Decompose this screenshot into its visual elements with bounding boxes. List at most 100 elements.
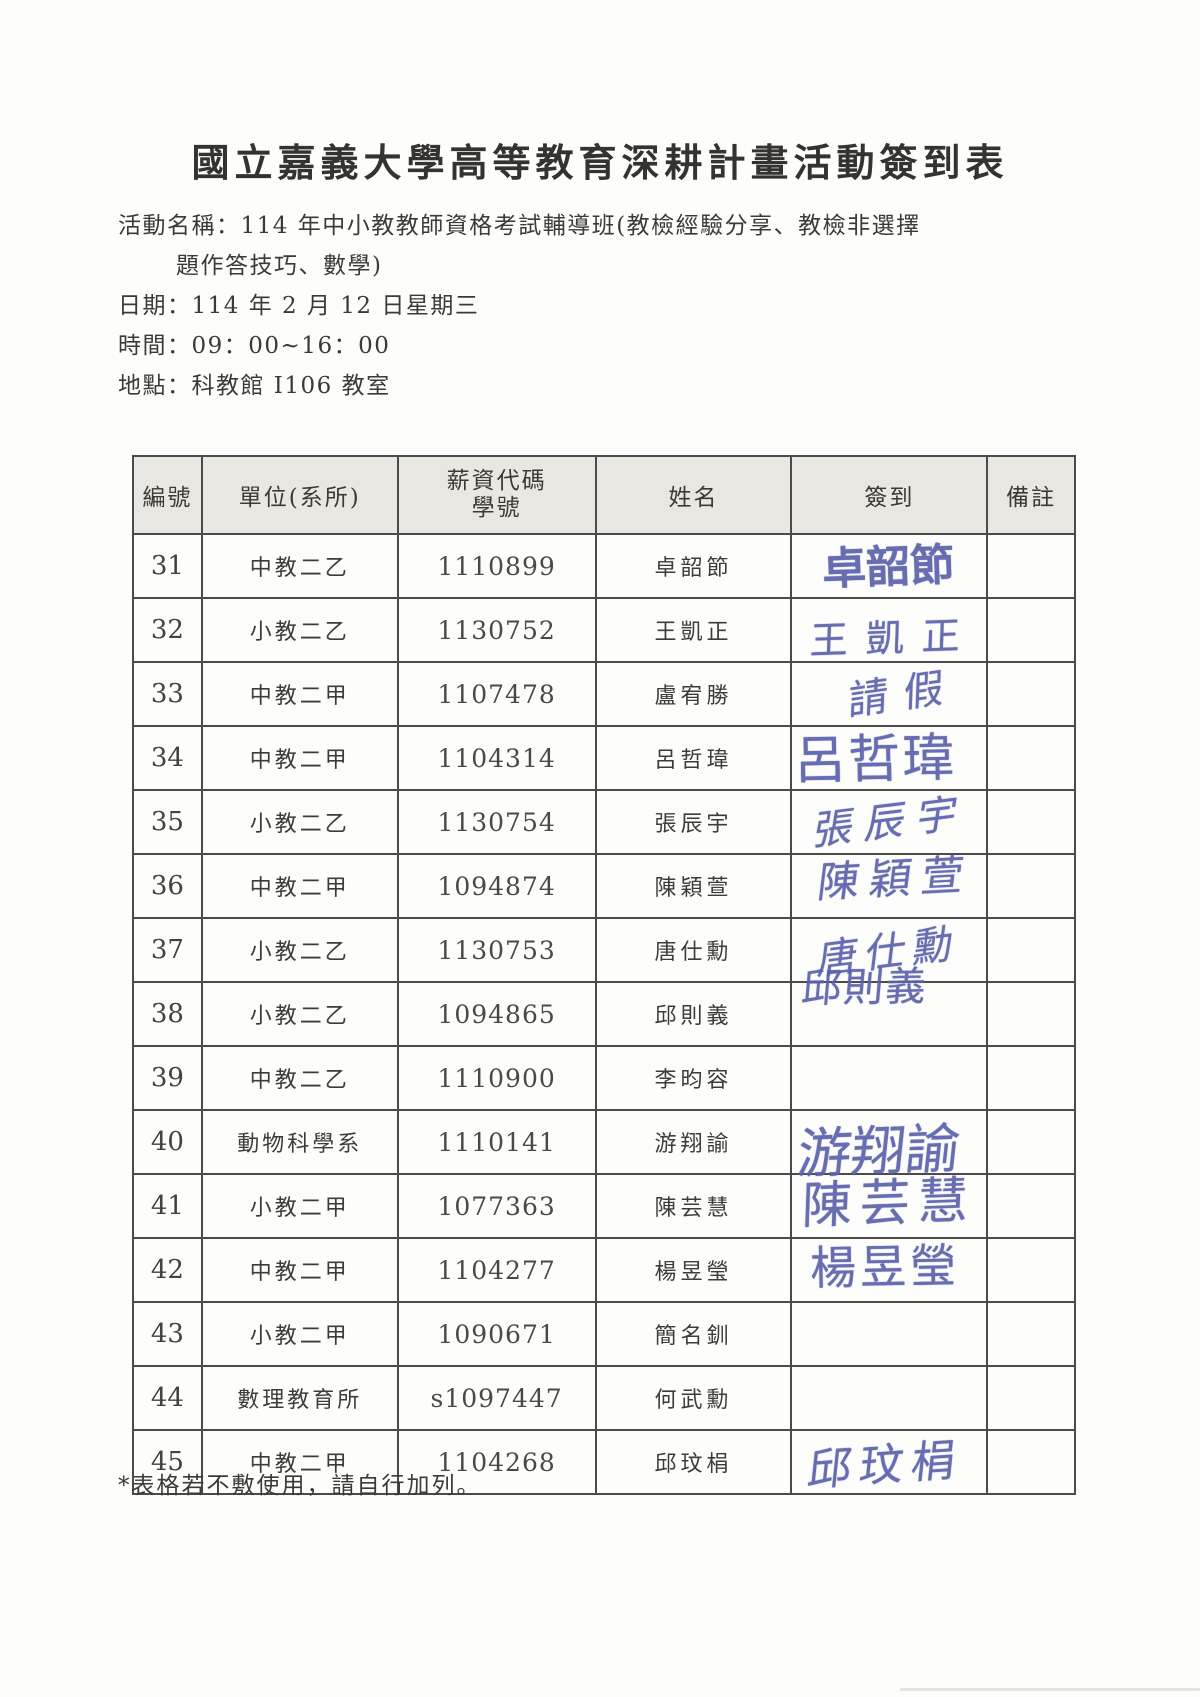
name-cell: 陳芸慧 bbox=[594, 1173, 793, 1239]
signature-cell bbox=[790, 1301, 989, 1367]
code-value: 1110900 bbox=[437, 1063, 556, 1093]
note-cell bbox=[986, 597, 1076, 663]
row-number: 43 bbox=[150, 1319, 184, 1349]
code-cell: 1130754 bbox=[396, 789, 597, 855]
unit-label: 小教二甲 bbox=[249, 1196, 350, 1221]
col-header-code-label-line1: 薪資代碼 bbox=[446, 468, 547, 494]
unit-label: 中教二甲 bbox=[249, 876, 350, 901]
row-number-cell: 45 bbox=[132, 1429, 203, 1495]
scan-artifact bbox=[900, 1688, 1200, 1691]
code-cell: 1077363 bbox=[396, 1173, 597, 1239]
signature-handwriting: 唐仕勳 bbox=[815, 919, 965, 985]
row-number-cell: 35 bbox=[132, 789, 203, 855]
note-cell bbox=[986, 1301, 1076, 1367]
name-cell: 卓韶節 bbox=[594, 533, 793, 599]
note-cell bbox=[986, 1237, 1076, 1303]
note-cell bbox=[986, 1365, 1076, 1431]
row-number: 33 bbox=[150, 679, 184, 709]
code-value: s1097447 bbox=[430, 1383, 563, 1413]
row-number-cell: 34 bbox=[132, 725, 203, 791]
footnote: *表格若不敷使用，請自行加列。 bbox=[118, 1473, 482, 1499]
name-cell: 陳穎萱 bbox=[594, 853, 793, 919]
name-cell: 邱玟梋 bbox=[594, 1429, 793, 1495]
name-label: 游翔諭 bbox=[654, 1132, 733, 1157]
code-value: 1130754 bbox=[437, 807, 556, 837]
signature-cell bbox=[790, 1365, 989, 1431]
name-label: 陳芸慧 bbox=[654, 1196, 733, 1221]
name-label: 李昀容 bbox=[654, 1068, 733, 1093]
row-number: 34 bbox=[150, 743, 184, 773]
unit-cell: 小教二甲 bbox=[200, 1301, 399, 1367]
unit-label: 小教二乙 bbox=[249, 620, 350, 645]
col-header-code-label-line2: 學號 bbox=[471, 495, 522, 521]
unit-cell: 中教二甲 bbox=[200, 661, 399, 727]
code-value: 1110141 bbox=[437, 1127, 556, 1157]
note-cell bbox=[986, 853, 1076, 919]
row-number: 41 bbox=[150, 1191, 184, 1221]
row-number-cell: 41 bbox=[132, 1173, 203, 1239]
code-cell: 1104268 bbox=[396, 1429, 597, 1495]
name-label: 呂哲瑋 bbox=[654, 748, 733, 773]
unit-label: 小教二乙 bbox=[249, 812, 350, 837]
row-number: 36 bbox=[150, 871, 184, 901]
code-cell: 1090671 bbox=[396, 1301, 597, 1367]
event-info: 活動名稱：114 年中小教教師資格考試輔導班(教檢經驗分享、教檢非選擇 題作答技… bbox=[118, 206, 998, 406]
event-time: 時間：09：00~16：00 bbox=[118, 333, 391, 359]
note-cell bbox=[986, 1173, 1076, 1239]
signature-handwriting: 王凱正 bbox=[809, 613, 980, 663]
table-row: 34 中教二甲 1104314 呂哲瑋 呂哲瑋 bbox=[132, 725, 1076, 791]
row-number-cell: 36 bbox=[132, 853, 203, 919]
unit-label: 中教二甲 bbox=[249, 684, 350, 709]
unit-label: 中教二甲 bbox=[249, 1452, 350, 1477]
table-row: 45 中教二甲 1104268 邱玟梋 邱玟梋 bbox=[132, 1429, 1076, 1497]
col-header-code: 薪資代碼 學號 bbox=[396, 455, 597, 535]
page-title: 國立嘉義大學高等教育深耕計畫活動簽到表 bbox=[191, 140, 1009, 185]
unit-cell: 小教二乙 bbox=[200, 981, 399, 1047]
code-cell: 1110899 bbox=[396, 533, 597, 599]
row-number: 38 bbox=[150, 999, 184, 1029]
table-row: 40 動物科學系 1110141 游翔諭 游翔諭 bbox=[132, 1109, 1076, 1186]
note-cell bbox=[986, 725, 1076, 791]
signature-handwriting: 呂哲瑋 bbox=[794, 728, 958, 792]
row-number-cell: 38 bbox=[132, 981, 203, 1047]
row-number: 37 bbox=[150, 935, 184, 965]
unit-label: 中教二乙 bbox=[249, 556, 350, 581]
unit-label: 小教二乙 bbox=[249, 940, 350, 965]
unit-cell: 動物科學系 bbox=[200, 1109, 399, 1175]
col-header-unit-label: 單位(系所) bbox=[238, 485, 361, 511]
unit-label: 小教二乙 bbox=[249, 1004, 350, 1029]
table-row: 43 小教二甲 1090671 簡名釧 bbox=[132, 1301, 1076, 1367]
unit-cell: 小教二甲 bbox=[200, 1173, 399, 1239]
signature-handwriting: 楊昱瑩 bbox=[810, 1238, 961, 1296]
row-number-cell: 42 bbox=[132, 1237, 203, 1303]
name-label: 何武勳 bbox=[654, 1388, 733, 1413]
row-number-cell: 33 bbox=[132, 661, 203, 727]
unit-label: 小教二甲 bbox=[249, 1324, 350, 1349]
note-cell bbox=[986, 1045, 1076, 1111]
code-cell: 1094865 bbox=[396, 981, 597, 1047]
code-value: 1094865 bbox=[437, 999, 556, 1029]
name-cell: 簡名釧 bbox=[594, 1301, 793, 1367]
code-value: 1130752 bbox=[437, 615, 556, 645]
name-cell: 唐仕勳 bbox=[594, 917, 793, 983]
name-cell: 盧宥勝 bbox=[594, 661, 793, 727]
signature-cell: 張辰宇 bbox=[790, 789, 989, 855]
unit-label: 中教二甲 bbox=[249, 748, 350, 773]
signature-cell: 唐仕勳 bbox=[790, 917, 989, 984]
col-header-name: 姓名 bbox=[594, 455, 793, 535]
row-number-cell: 39 bbox=[132, 1045, 203, 1111]
table-row: 38 小教二乙 1094865 邱則義 邱則義 bbox=[132, 964, 1076, 1047]
code-cell: s1097447 bbox=[396, 1365, 597, 1431]
code-cell: 1110900 bbox=[396, 1045, 597, 1111]
name-cell: 游翔諭 bbox=[594, 1109, 793, 1175]
unit-cell: 小教二乙 bbox=[200, 917, 399, 983]
activity-name-line1: 活動名稱：114 年中小教教師資格考試輔導班(教檢經驗分享、教檢非選擇 bbox=[118, 213, 921, 239]
note-cell bbox=[986, 533, 1076, 599]
name-cell: 李昀容 bbox=[594, 1045, 793, 1111]
signature-cell: 邱則義 bbox=[790, 964, 989, 1047]
table-row: 44 數理教育所 s1097447 何武勳 bbox=[132, 1365, 1076, 1431]
signature-cell: 邱玟梋 bbox=[790, 1429, 989, 1497]
col-header-unit: 單位(系所) bbox=[200, 455, 399, 535]
row-number: 31 bbox=[150, 551, 184, 581]
